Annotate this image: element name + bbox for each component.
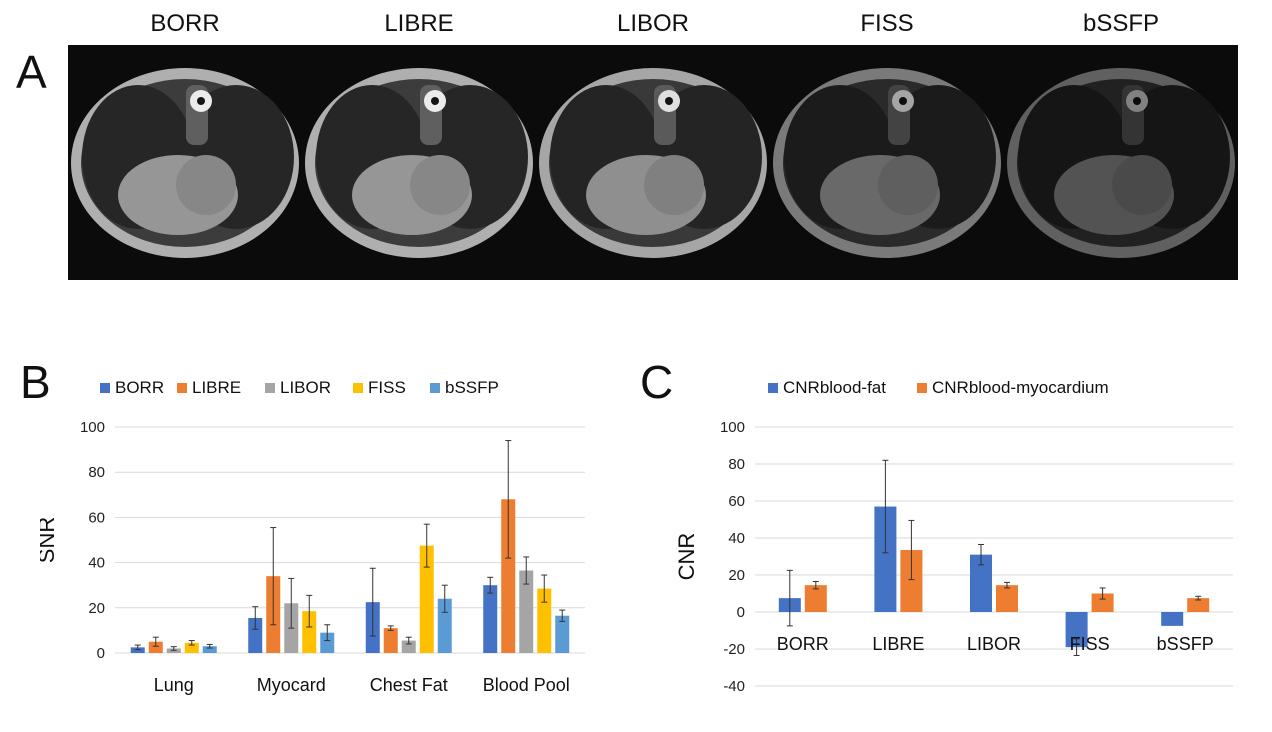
bar-cnrblood-myocardium-bssfp xyxy=(1187,598,1210,612)
y-tick-label: -20 xyxy=(723,641,745,658)
legend-swatch xyxy=(177,383,187,393)
y-tick-label: 60 xyxy=(88,509,105,526)
category-label: BORR xyxy=(777,634,829,654)
bar-fiss-myocard xyxy=(302,611,317,653)
image-title-libre: LIBRE xyxy=(384,10,454,37)
legend-label: LIBRE xyxy=(192,378,241,397)
bar-cnrblood-fat-fiss xyxy=(1065,612,1088,648)
legend-swatch xyxy=(353,383,363,393)
y-tick-label: -40 xyxy=(723,678,745,695)
category-label: Lung xyxy=(154,675,194,695)
cnr-chart: -40 -20 0 20 40 60 80 100 CNR BORR LIBRE LIBOR FISS b… xyxy=(674,378,1233,695)
bar-bssfp-myocard xyxy=(320,632,335,653)
legend-label: BORR xyxy=(115,378,164,397)
y-tick-label: 80 xyxy=(88,464,105,481)
mri-image-libor xyxy=(536,45,770,280)
category-label: FISS xyxy=(1070,634,1110,654)
bar-cnrblood-myocardium-borr xyxy=(804,585,827,612)
legend-label: CNRblood-fat xyxy=(783,378,886,397)
y-axis-label: SNR xyxy=(40,517,59,563)
legend-label: FISS xyxy=(368,378,406,397)
bar-bssfp-blood-pool xyxy=(555,615,570,653)
mri-aorta-lumen xyxy=(197,97,205,105)
legend-label: CNRblood-myocardium xyxy=(932,378,1109,397)
mri-image-borr xyxy=(68,45,302,280)
mri-aorta-lumen xyxy=(665,97,673,105)
bar-borr-lung xyxy=(130,647,145,653)
bar-fiss-lung xyxy=(184,642,199,653)
image-title-fiss: FISS xyxy=(860,10,914,37)
y-tick-label: 20 xyxy=(88,600,105,617)
mri-aorta-lumen xyxy=(431,97,439,105)
y-axis-label: CNR xyxy=(674,533,699,581)
mri-aorta-lumen xyxy=(899,97,907,105)
image-title-bssfp: bSSFP xyxy=(1082,10,1160,37)
legend-swatch xyxy=(768,383,778,393)
legend-label: LIBOR xyxy=(280,378,331,397)
snr-chart: 0 20 40 60 80 100 SNR Lung Myocard Chest Fat Blood… xyxy=(40,378,585,695)
bar-fiss-blood-pool xyxy=(537,588,552,653)
y-tick-label: 100 xyxy=(80,419,105,436)
image-title-libor: LIBOR xyxy=(616,10,690,37)
image-title-borr: BORR xyxy=(150,10,220,37)
mri-ventricle xyxy=(644,155,704,215)
y-tick-label: 80 xyxy=(728,456,745,473)
mri-ventricle xyxy=(410,155,470,215)
mri-image-fiss xyxy=(770,45,1004,280)
y-tick-label: 40 xyxy=(88,555,105,572)
legend-swatch xyxy=(265,383,275,393)
mri-ventricle xyxy=(1112,155,1172,215)
legend-swatch xyxy=(100,383,110,393)
bar-borr-myocard xyxy=(248,617,263,653)
legend-label: bSSFP xyxy=(445,378,499,397)
mri-image-bssfp xyxy=(1004,45,1238,280)
category-label: Blood Pool xyxy=(483,675,570,695)
y-tick-label: 100 xyxy=(720,419,745,436)
mri-scan-graphic xyxy=(1004,45,1238,280)
y-tick-label: 20 xyxy=(728,567,745,584)
legend-swatch xyxy=(430,383,440,393)
bar-borr-blood-pool xyxy=(483,585,498,653)
mri-scan-graphic xyxy=(770,45,1004,280)
y-tick-label: 0 xyxy=(737,604,745,621)
bar-cnrblood-myocardium-fiss xyxy=(1091,593,1114,612)
category-label: Myocard xyxy=(257,675,326,695)
mri-ventricle xyxy=(176,155,236,215)
category-label: LIBRE xyxy=(872,634,924,654)
mri-image-libre xyxy=(302,45,536,280)
bar-cnrblood-fat-libor xyxy=(970,554,992,612)
category-label: bSSFP xyxy=(1157,634,1214,654)
bar-libre-chest-fat xyxy=(383,628,398,653)
mri-scan-graphic xyxy=(68,45,302,280)
bar-fiss-chest-fat xyxy=(419,545,434,653)
y-tick-label: 40 xyxy=(728,530,745,547)
bar-libor-blood-pool xyxy=(519,570,534,653)
panel-label-a: A xyxy=(16,46,47,98)
bar-libre-blood-pool xyxy=(501,499,516,653)
bar-cnrblood-fat-bssfp xyxy=(1161,612,1184,626)
bar-cnrblood-myocardium-libor xyxy=(996,585,1018,612)
panel-label-c: C xyxy=(640,356,674,408)
mri-ventricle xyxy=(878,155,938,215)
mri-scan-graphic xyxy=(536,45,770,280)
bar-libre-lung xyxy=(148,641,163,653)
mri-aorta-lumen xyxy=(1133,97,1141,105)
category-label: LIBOR xyxy=(967,634,1021,654)
bar-bssfp-lung xyxy=(202,646,217,653)
mri-scan-graphic xyxy=(302,45,536,280)
y-tick-label: 60 xyxy=(728,493,745,510)
bar-cnrblood-myocardium-libre xyxy=(900,550,923,612)
panel-label-b: B xyxy=(20,356,51,408)
legend-swatch xyxy=(917,383,927,393)
bar-cnrblood-fat-libre xyxy=(874,506,897,612)
category-label: Chest Fat xyxy=(370,675,448,695)
bar-libor-chest-fat xyxy=(401,640,416,653)
bar-bssfp-chest-fat xyxy=(437,598,452,653)
y-tick-label: 0 xyxy=(97,645,105,662)
